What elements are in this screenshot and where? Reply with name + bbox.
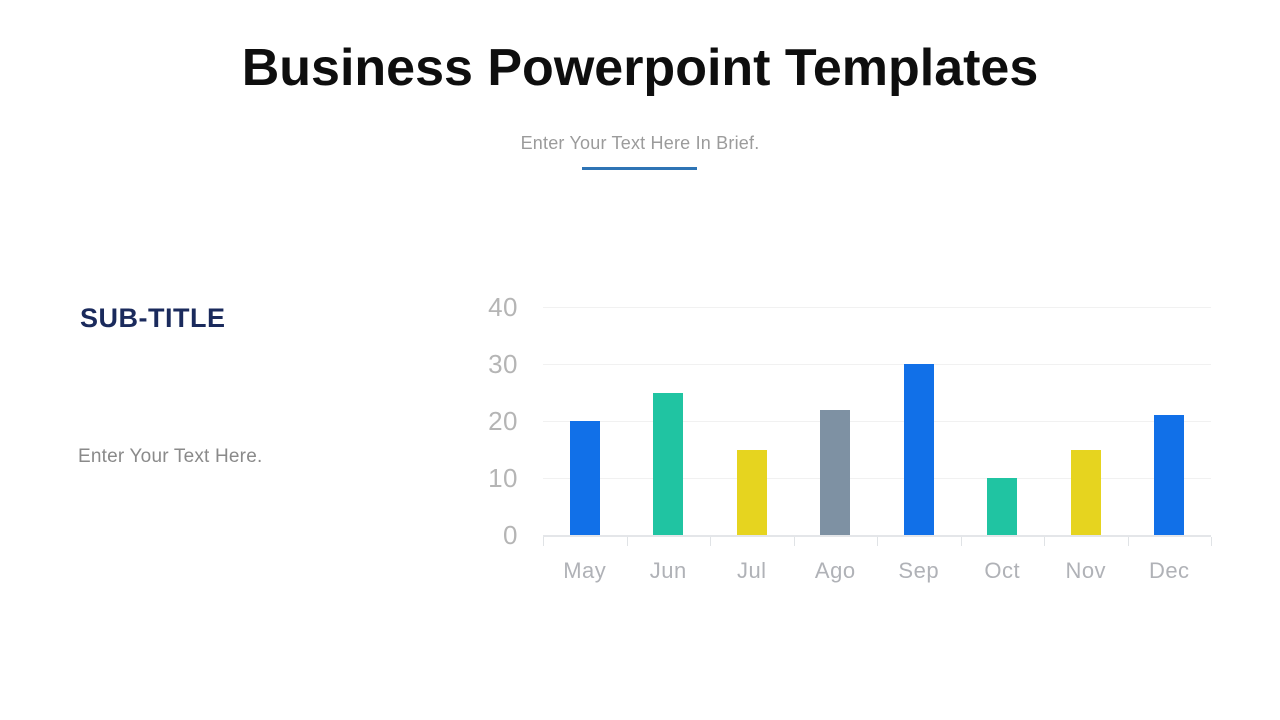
x-axis-tick-label: Jul — [736, 558, 767, 583]
x-axis-tick-label: Dec — [1148, 558, 1190, 583]
x-axis-tick — [626, 537, 628, 546]
gridline-y20 — [543, 421, 1211, 422]
x-axis-tick — [543, 537, 544, 546]
x-axis-tick-label: Jun — [649, 558, 687, 583]
bar-oct — [987, 478, 1018, 535]
y-axis-tick-label: 10 — [488, 463, 518, 493]
x-axis-tick — [793, 537, 795, 546]
x-axis-tick — [877, 537, 878, 546]
x-axis-tick-label: Oct — [984, 558, 1021, 583]
x-axis-tick — [1044, 537, 1045, 546]
bar-chart[interactable]: 0 10 20 30 40 May Jun Jul Ago Sep Oct Nov Dec — [470, 290, 1230, 610]
x-axis-tick — [960, 537, 962, 546]
bar-jul — [736, 449, 767, 535]
x-axis-tick-label: Ago — [814, 558, 856, 583]
x-axis-tick-label: Sep — [898, 558, 940, 583]
x-axis-line — [543, 535, 1211, 537]
bar-may — [569, 421, 600, 535]
x-axis-tick-label: Nov — [1065, 558, 1107, 583]
gridline-y30 — [543, 364, 1211, 365]
bar-ago — [820, 409, 851, 535]
y-axis-tick-label: 20 — [488, 406, 518, 436]
x-axis-tick-label: May — [563, 558, 607, 583]
subtitle-underline-decoration — [582, 167, 697, 170]
gridline-y10 — [543, 478, 1211, 479]
bar-jun — [653, 392, 684, 535]
bar-sep — [903, 364, 934, 535]
bar-nov — [1070, 449, 1101, 535]
y-axis-tick-label: 40 — [488, 292, 518, 322]
section-body-text[interactable]: Enter Your Text Here. — [78, 446, 263, 467]
slide-subtitle[interactable]: Enter Your Text Here In Brief. — [520, 133, 760, 153]
gridline-y40 — [543, 307, 1211, 308]
x-axis-tick — [1211, 537, 1212, 546]
bar-dec — [1154, 415, 1185, 535]
section-subtitle[interactable]: SUB-TITLE — [80, 303, 226, 333]
y-axis-tick-label: 0 — [503, 520, 518, 550]
x-axis-tick — [710, 537, 711, 546]
x-axis-tick — [1127, 537, 1129, 546]
y-axis-tick-label: 30 — [488, 349, 518, 379]
slide-title[interactable]: Business Powerpoint Templates — [241, 39, 1039, 97]
